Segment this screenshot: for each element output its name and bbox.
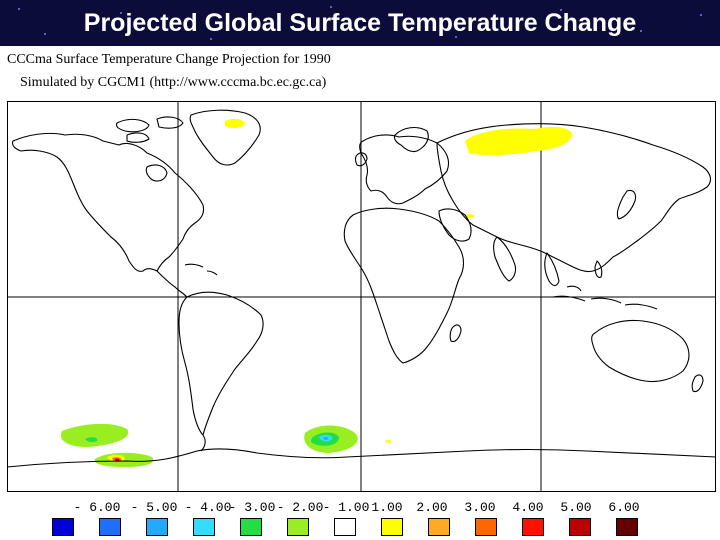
new-zealand-outline bbox=[691, 374, 704, 393]
color-legend: - 6.00 - 5.00 - 4.00- 3.00- 2.00- 1.00 1.00… bbox=[0, 500, 720, 540]
continent-outlines bbox=[7, 109, 716, 468]
legend-label: 3.00 bbox=[464, 500, 496, 515]
anomaly-weddell-core bbox=[323, 436, 329, 441]
legend-swatch bbox=[99, 518, 121, 536]
legend-swatch bbox=[334, 518, 356, 536]
australia-outline bbox=[591, 319, 690, 383]
central-america-outline bbox=[156, 270, 188, 298]
legend-swatch bbox=[616, 518, 638, 536]
asia-outline bbox=[436, 123, 712, 273]
legend-swatch bbox=[569, 518, 591, 536]
southeast-asia-outline bbox=[544, 252, 560, 287]
legend-swatch bbox=[287, 518, 309, 536]
anomaly-southern-pacific bbox=[60, 423, 129, 447]
legend-swatch bbox=[381, 518, 403, 536]
legend-swatch bbox=[475, 518, 497, 536]
map-title: CCCma Surface Temperature Change Project… bbox=[7, 52, 331, 67]
arctic-islands-outline bbox=[115, 116, 184, 143]
antarctica-outline bbox=[7, 448, 716, 468]
middle-east-outline bbox=[438, 208, 472, 242]
title-banner: Projected Global Surface Temperature Cha… bbox=[0, 0, 720, 46]
antarctic-peninsula-outline bbox=[200, 434, 206, 452]
uk-outline bbox=[354, 152, 368, 167]
legend-swatch bbox=[522, 518, 544, 536]
anomaly-greenland bbox=[225, 118, 245, 128]
philippines-outline bbox=[594, 260, 603, 278]
scandinavia-outline bbox=[393, 126, 429, 153]
legend-label: 4.00 bbox=[512, 500, 544, 515]
legend-swatch bbox=[146, 518, 168, 536]
slide-title: Projected Global Surface Temperature Cha… bbox=[83, 9, 637, 37]
north-america-outline bbox=[11, 132, 205, 272]
map-source: Simulated by CGCM1 (http://www.cccma.bc.… bbox=[20, 75, 327, 90]
japan-outline bbox=[616, 189, 637, 220]
legend-label: 2.00 bbox=[416, 500, 448, 515]
hudson-bay-outline bbox=[145, 164, 168, 182]
legend-label: - 5.00 bbox=[130, 500, 178, 515]
legend-swatch bbox=[428, 518, 450, 536]
indonesia-outline bbox=[552, 285, 658, 310]
world-map bbox=[7, 101, 716, 492]
anomaly-southern-pacific-core bbox=[85, 437, 98, 443]
europe-outline bbox=[359, 134, 450, 205]
legend-label: - 1.00 bbox=[322, 500, 370, 515]
legend-label: - 4.00 bbox=[184, 500, 232, 515]
legend-swatch bbox=[193, 518, 215, 536]
legend-swatch bbox=[240, 518, 262, 536]
legend-label: - 3.00 bbox=[228, 500, 276, 515]
caribbean-outline bbox=[184, 263, 218, 276]
madagascar-outline bbox=[449, 324, 462, 343]
legend-label: 1.00 bbox=[371, 500, 403, 515]
africa-outline bbox=[343, 207, 465, 364]
anomaly-central-asia bbox=[465, 213, 475, 219]
anomaly-east-antarctic bbox=[385, 439, 392, 444]
legend-swatch bbox=[52, 518, 74, 536]
legend-label: - 6.00 bbox=[73, 500, 121, 515]
anomaly-siberia bbox=[465, 126, 573, 156]
legend-label: 5.00 bbox=[560, 500, 592, 515]
legend-label: 6.00 bbox=[608, 500, 640, 515]
greenland-outline bbox=[189, 109, 261, 166]
south-america-outline bbox=[178, 291, 264, 436]
legend-label: - 2.00 bbox=[276, 500, 324, 515]
india-outline bbox=[493, 236, 517, 282]
